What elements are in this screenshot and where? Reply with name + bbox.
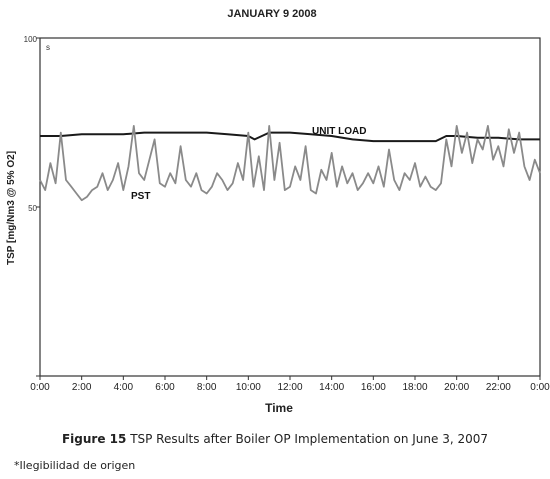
x-tick-label: 8:00 — [197, 382, 217, 393]
figure-label: Figure 15 — [61, 432, 127, 446]
series-line-pst — [39, 125, 541, 202]
x-tick-label: 10:00 — [236, 382, 261, 393]
chart: JANUARY 9 2008 s TSP [mg/Nm3 @ 5% O2] Ti… — [6, 8, 550, 415]
x-tick-label: 22:00 — [486, 382, 511, 393]
corner-label: s — [46, 43, 50, 52]
y-axis-label: TSP [mg/Nm3 @ 5% O2] — [6, 151, 17, 265]
series-label-pst: PST — [131, 191, 150, 202]
series-layer — [39, 125, 541, 202]
x-tick-label: 0:00 — [30, 382, 50, 393]
x-axis-label: Time — [265, 401, 293, 415]
figure-caption-text: TSP Results after Boiler OP Implementati… — [130, 432, 489, 446]
x-tick-label: 2:00 — [72, 382, 92, 393]
x-tick-label: 4:00 — [114, 382, 134, 393]
series-line-unit-load — [40, 131, 540, 143]
x-tick-label: 18:00 — [402, 382, 427, 393]
series-label-unit-load: UNIT LOAD — [312, 126, 366, 137]
x-tick-label: 20:00 — [444, 382, 469, 393]
x-tick-label: 0:00 — [530, 382, 550, 393]
figure-caption: Figure 15 TSP Results after Boiler OP Im… — [0, 432, 550, 446]
source-note: *Ilegibilidad de origen — [14, 459, 136, 472]
x-tick-label: 16:00 — [361, 382, 386, 393]
chart-title: JANUARY 9 2008 — [227, 8, 316, 20]
y-ticks: 100 50 — [24, 35, 40, 377]
y-tick-label: 50 — [28, 204, 37, 213]
x-tick-label: 14:00 — [319, 382, 344, 393]
x-ticks: 0:00 2:00 4:00 6:00 8:00 10:00 12:00 14:00 16:00… — [30, 376, 550, 393]
x-tick-label: 6:00 — [155, 382, 175, 393]
x-tick-label: 12:00 — [277, 382, 302, 393]
y-tick-label: 100 — [24, 35, 38, 44]
plot-frame — [39, 37, 541, 377]
